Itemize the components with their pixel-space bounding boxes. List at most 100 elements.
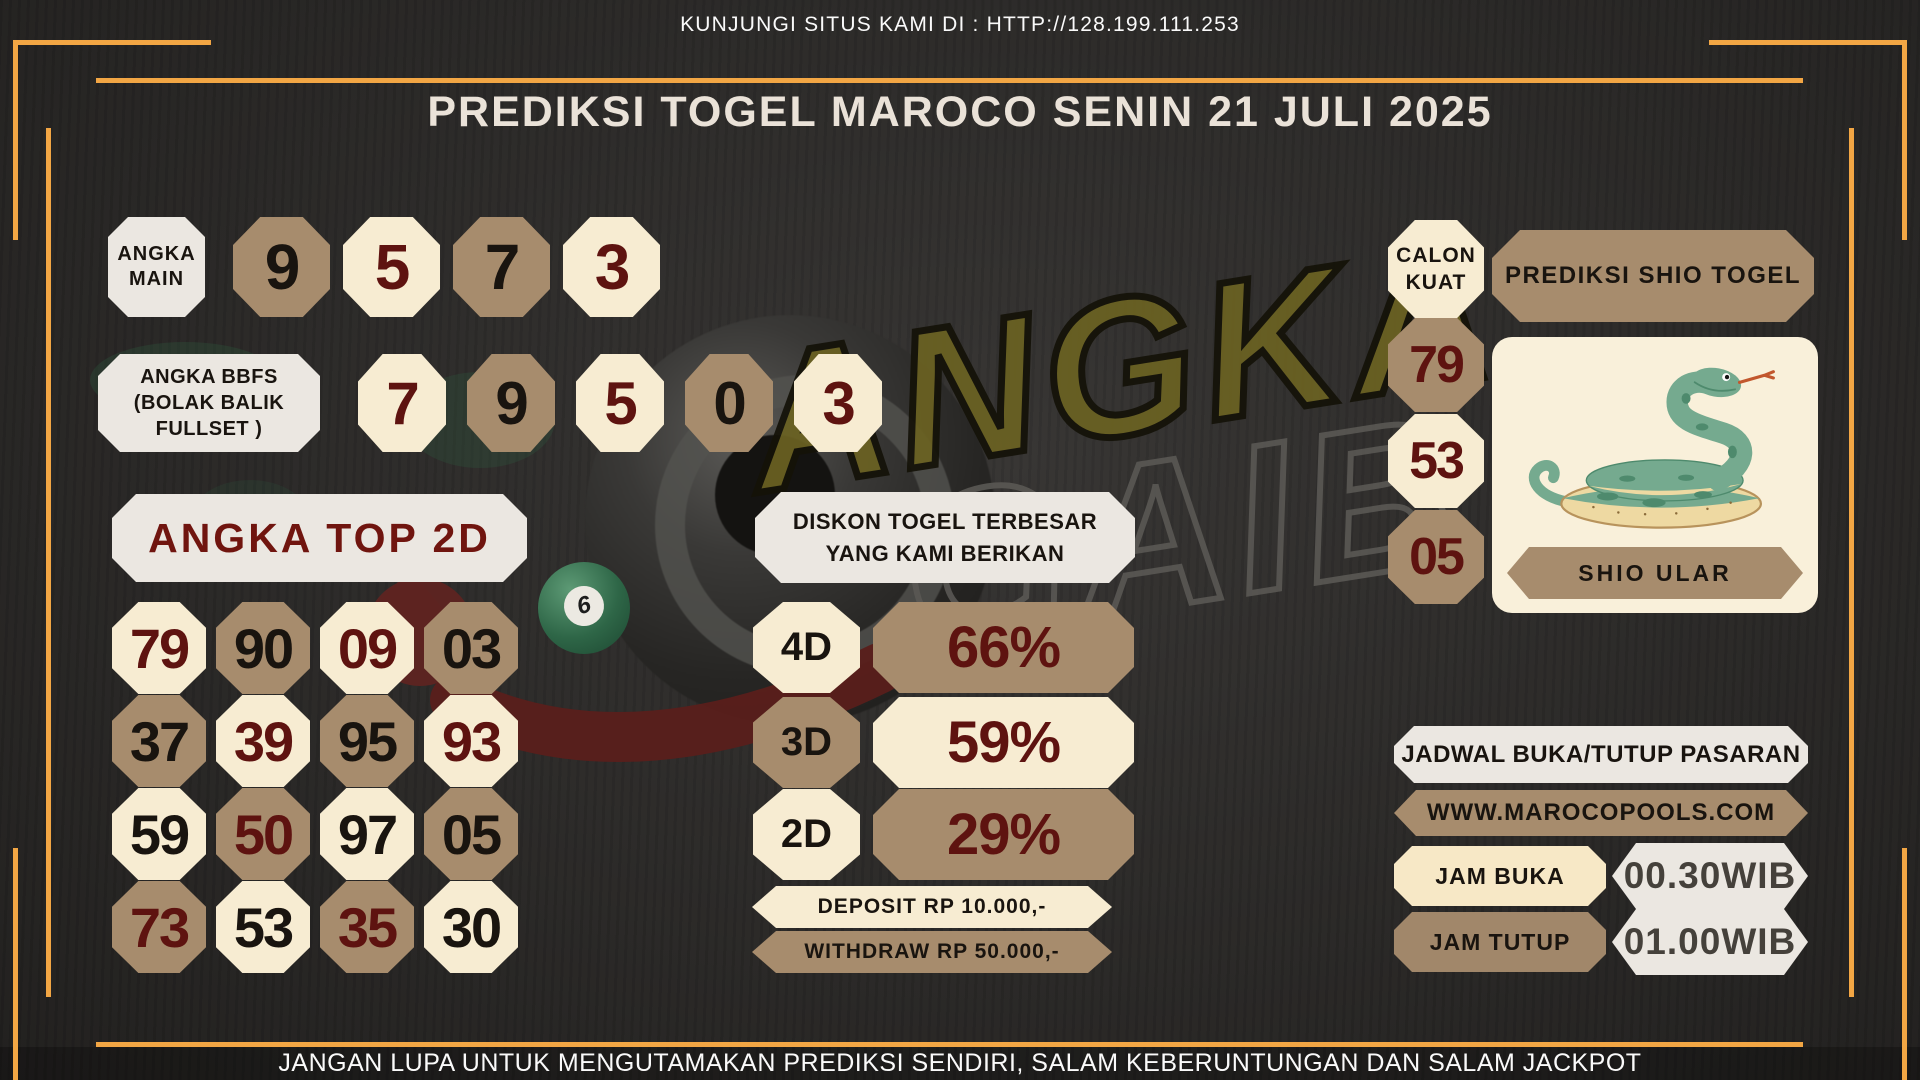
top-2d-number-tile: 09	[320, 602, 414, 694]
top-2d-number-tile-text: 53	[233, 895, 294, 959]
angka-bbfs-digit: 5	[576, 354, 664, 452]
top-2d-number-tile: 73	[112, 881, 206, 973]
top-2d-number-tile: 35	[320, 881, 414, 973]
angka-bbfs-digits: 7 9 5 0 3	[358, 354, 882, 452]
corner-bracket-top-left	[13, 40, 18, 240]
jam-tutup-label-text: JAM TUTUP	[1429, 928, 1571, 955]
footer-band	[0, 1047, 1920, 1080]
angka-bbfs-label-line: ANGKA BBFS	[140, 366, 278, 388]
top-2d-number-tile-text: 05	[441, 802, 502, 866]
angka-bbfs-label-line: FULLSET )	[155, 418, 263, 440]
angka-main-digit: 3	[563, 217, 660, 317]
calon-kuat-number-tile-text: 05	[1409, 528, 1465, 586]
top-2d-number-tile: 97	[320, 788, 414, 880]
calon-kuat-numbers: 79 53 05	[1388, 318, 1484, 604]
top-2d-number-tile: 90	[216, 602, 310, 694]
angka-bbfs-digit-text: 5	[604, 369, 637, 437]
calon-kuat-number-tile-text: 53	[1409, 432, 1465, 490]
page-title: PREDIKSI TOGEL MAROCO SENIN 21 JULI 2025	[427, 88, 1493, 136]
calon-kuat-number-tile: 05	[1388, 510, 1484, 604]
diskon-2d-label-text: 2D	[780, 812, 833, 856]
top-2d-number-tile: 59	[112, 788, 206, 880]
billiard-6-ball: 6	[538, 562, 630, 654]
calon-kuat-label: CALON KUAT	[1388, 220, 1484, 318]
top-2d-number-tile: 93	[424, 695, 518, 787]
top-2d-number-tile-text: 73	[129, 895, 190, 959]
jam-buka-value-text: 00.30WIB	[1623, 855, 1797, 896]
diskon-title-line: DISKON TOGEL TERBESAR	[792, 508, 1098, 534]
jam-tutup-value-text: 01.00WIB	[1623, 921, 1797, 962]
top-2d-number-tile: 30	[424, 881, 518, 973]
top-2d-number-tile: 05	[424, 788, 518, 880]
angka-bbfs-digit-text: 7	[386, 369, 419, 437]
angka-top-2d-title-text: ANGKA TOP 2D	[148, 514, 491, 561]
top-2d-number-tile-text: 79	[129, 616, 190, 680]
shio-panel-title-text: PREDIKSI SHIO TOGEL	[1504, 262, 1802, 289]
corner-bracket-bottom-right	[1902, 848, 1907, 1080]
website-banner[interactable]: WWW.MAROCOPOOLS.COM	[1394, 790, 1808, 836]
corner-bracket-top-right	[1709, 40, 1907, 45]
jam-tutup-label: JAM TUTUP	[1394, 912, 1606, 972]
jam-buka-label: JAM BUKA	[1394, 846, 1606, 906]
top-2d-number-tile: 50	[216, 788, 310, 880]
frame-line-right	[1849, 128, 1854, 997]
frame-line-left	[46, 128, 51, 997]
top-2d-number-tile: 03	[424, 602, 518, 694]
diskon-2d-label: 2D	[753, 789, 860, 880]
jam-buka-label-text: JAM BUKA	[1435, 862, 1565, 889]
calon-kuat-number-tile: 53	[1388, 414, 1484, 508]
calon-kuat-text: CALON KUAT	[1396, 243, 1476, 294]
jam-buka-value: 00.30WIB	[1612, 843, 1808, 909]
top-2d-number-tile-text: 97	[337, 802, 398, 866]
shio-name-banner: SHIO ULAR	[1507, 547, 1803, 599]
top-2d-number-tile-text: 09	[337, 616, 398, 680]
diskon-3d-label: 3D	[753, 697, 860, 788]
angka-main-digit: 5	[343, 217, 440, 317]
frame-line-top	[96, 78, 1803, 83]
angka-bbfs-digit-text: 3	[822, 369, 855, 437]
jam-tutup-value: 01.00WIB	[1612, 909, 1808, 975]
angka-main-digit: 9	[233, 217, 330, 317]
angka-bbfs-digit: 7	[358, 354, 446, 452]
angka-main-digit: 7	[453, 217, 550, 317]
angka-main-label: ANGKA MAIN	[108, 217, 205, 317]
six-ball-number: 6	[573, 590, 594, 621]
top-2d-number-tile-text: 90	[233, 616, 294, 680]
footer-note: JANGAN LUPA UNTUK MENGUTAMAKAN PREDIKSI …	[278, 1049, 1642, 1077]
corner-bracket-bottom-left	[13, 848, 18, 1080]
top-2d-number-tile-text: 30	[441, 895, 502, 959]
top-2d-number-tile: 37	[112, 695, 206, 787]
withdraw-text: WITHDRAW RP 50.000,-	[804, 940, 1060, 963]
visit-url[interactable]: KUNJUNGI SITUS KAMI DI : HTTP://128.199.…	[680, 13, 1240, 36]
top-2d-number-tile-text: 39	[233, 709, 294, 773]
angka-main-label-text: ANGKA MAIN	[117, 243, 196, 290]
top-2d-number-tile: 39	[216, 695, 310, 787]
top-2d-number-tile-text: 03	[441, 616, 502, 680]
angka-bbfs-digit-text: 0	[713, 369, 746, 437]
calon-kuat-number-tile-text: 79	[1409, 336, 1465, 394]
diskon-title-line: YANG KAMI BERIKAN	[825, 540, 1065, 566]
top-2d-number-tile-text: 35	[337, 895, 398, 959]
corner-bracket-top-right	[1902, 40, 1907, 240]
diskon-4d-label-text: 4D	[780, 625, 833, 669]
angka-bbfs-digit: 0	[685, 354, 773, 452]
diskon-4d-value: 66%	[873, 602, 1134, 693]
corner-bracket-top-left	[13, 40, 211, 45]
calon-kuat-number-tile: 79	[1388, 318, 1484, 412]
angka-top-2d-title: ANGKA TOP 2D	[112, 494, 527, 582]
angka-bbfs-label: ANGKA BBFS (BOLAK BALIK FULLSET )	[98, 354, 320, 452]
top-2d-number-tile: 79	[112, 602, 206, 694]
frame-line-bottom	[96, 1042, 1803, 1047]
angka-bbfs-label-line: (BOLAK BALIK	[133, 392, 285, 414]
deposit-banner: DEPOSIT RP 10.000,-	[752, 886, 1112, 928]
diskon-4d-label: 4D	[753, 602, 860, 693]
diskon-3d-label-text: 3D	[780, 720, 833, 764]
top-2d-number-tile-text: 59	[129, 802, 190, 866]
billiard-6-number-circle: 6	[559, 581, 609, 631]
deposit-text: DEPOSIT RP 10.000,-	[817, 895, 1047, 918]
angka-bbfs-digit-text: 9	[495, 369, 528, 437]
diskon-4d-value-text: 66%	[946, 615, 1061, 680]
angka-main-digit-text: 9	[264, 231, 301, 303]
top-2d-number-tile-text: 50	[233, 802, 294, 866]
